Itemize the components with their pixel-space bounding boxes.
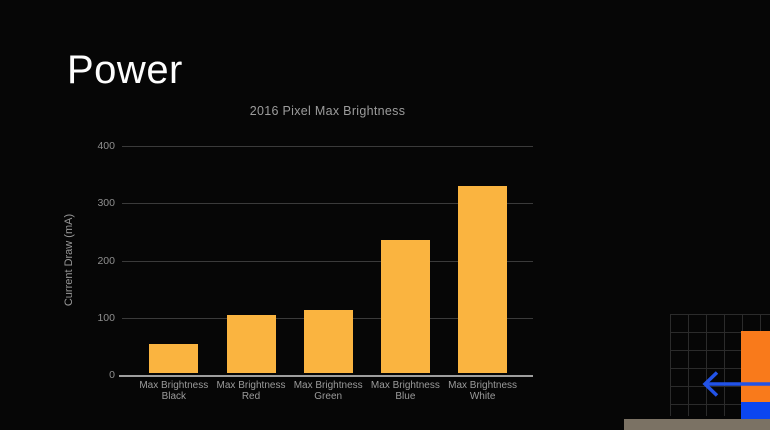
decorative-bottom-bar xyxy=(624,419,770,430)
x-tick-label: Max Brightness Green xyxy=(293,380,363,402)
chart-title: 2016 Pixel Max Brightness xyxy=(249,104,406,118)
bar xyxy=(380,240,430,373)
bar xyxy=(226,314,276,373)
gridline xyxy=(122,203,533,205)
x-tick-label: Max Brightness Black xyxy=(139,380,209,402)
y-axis-label: Current Draw (mA) xyxy=(63,213,75,307)
decorative-blue-rect xyxy=(741,402,770,419)
page-title: Power xyxy=(67,48,183,92)
bar xyxy=(303,310,353,373)
x-tick-label: Max Brightness Blue xyxy=(370,380,440,402)
gridline xyxy=(122,260,533,262)
plot-area: 0 100 200 300 400 Max Brightness Black Max Bri… xyxy=(97,140,533,402)
y-tick-label: 400 xyxy=(97,140,115,152)
y-tick-label: 0 xyxy=(109,369,115,381)
decorative-orange-rect xyxy=(741,331,770,402)
bar xyxy=(149,343,199,373)
arrow-left-icon xyxy=(702,371,770,397)
y-tick-label: 200 xyxy=(97,254,115,267)
y-tick-label: 300 xyxy=(97,197,115,210)
gridline xyxy=(122,146,533,147)
x-tick-label: Max Brightness Red xyxy=(216,380,286,402)
x-tick-label: Max Brightness White xyxy=(448,380,518,402)
bar xyxy=(458,186,508,373)
y-tick-label: 100 xyxy=(97,311,115,324)
x-axis-line xyxy=(119,375,533,377)
